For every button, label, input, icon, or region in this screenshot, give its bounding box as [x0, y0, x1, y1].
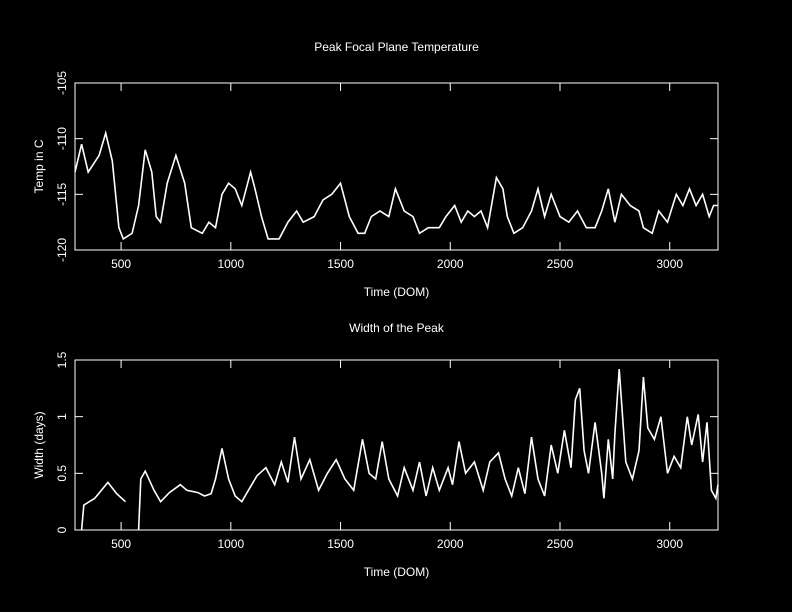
y-tick-label: 0.5 — [55, 465, 69, 482]
y-axis-label: Temp in C — [32, 139, 46, 193]
y-tick-label: -115 — [55, 182, 69, 205]
x-tick-label: 3000 — [656, 257, 683, 271]
x-tick-label: 3000 — [656, 537, 683, 551]
x-tick-label: 500 — [111, 257, 131, 271]
plot-frame — [74, 359, 719, 531]
plot-frame — [74, 82, 719, 251]
x-tick-label: 1000 — [217, 257, 244, 271]
y-tick-label: -110 — [55, 127, 69, 150]
x-axis-label: Time (DOM) — [364, 285, 430, 299]
y-axis-label: Width (days) — [32, 411, 46, 478]
data-line — [74, 129, 718, 241]
data-line — [80, 369, 719, 531]
x-tick-label: 1500 — [327, 257, 354, 271]
y-tick-label: -105 — [55, 71, 69, 95]
y-tick-label: 1.5 — [55, 351, 69, 368]
y-tick-label: 0 — [55, 526, 69, 533]
x-tick-label: 2500 — [547, 257, 574, 271]
chart-title: Peak Focal Plane Temperature — [314, 40, 479, 54]
x-tick-label: 1000 — [217, 537, 244, 551]
x-tick-label: 1500 — [327, 537, 354, 551]
y-tick-label: -120 — [55, 238, 69, 262]
x-tick-label: 500 — [111, 537, 131, 551]
x-axis-label: Time (DOM) — [364, 565, 430, 579]
x-tick-label: 2000 — [437, 257, 464, 271]
x-tick-label: 2000 — [437, 537, 464, 551]
x-tick-label: 2500 — [547, 537, 574, 551]
y-tick-label: 1 — [55, 413, 69, 420]
chart-title: Width of the Peak — [349, 321, 445, 335]
